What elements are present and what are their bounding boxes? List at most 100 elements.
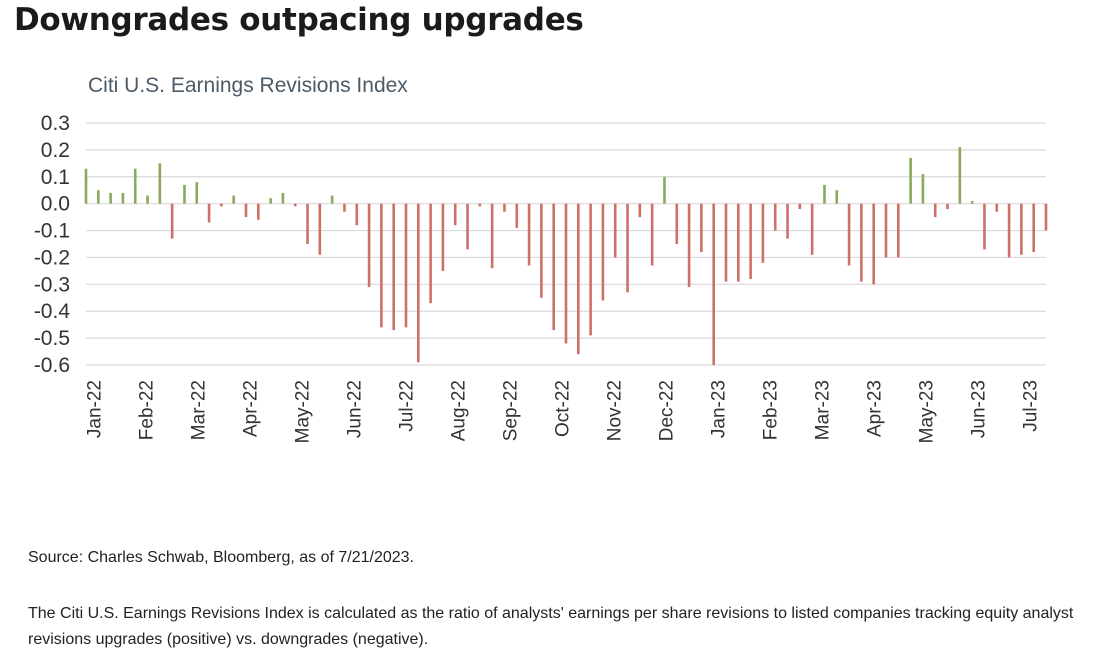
y-tick-label: -0.6 [34,354,70,377]
bar [257,203,260,220]
bar [1032,203,1035,253]
bar [761,203,765,263]
bar [909,157,912,204]
bar [330,195,334,204]
bar [109,192,112,204]
x-tick-label: Apr-23 [865,380,886,437]
bar [158,163,162,204]
bar [367,203,371,288]
x-tick-label: Sep-22 [501,380,522,441]
bar [466,203,469,250]
bar [749,203,752,279]
bar [773,203,777,231]
bar [306,203,309,244]
bar [232,195,235,204]
bar [577,203,580,355]
bar [417,203,420,363]
bar [564,203,568,344]
bar [650,203,654,266]
bars [84,147,1048,365]
bar [933,203,937,218]
x-tick-label: Nov-22 [605,380,626,441]
source-note: Source: Charles Schwab, Bloomberg, as of… [28,549,414,566]
bar [1044,203,1048,231]
bar [712,203,715,365]
bar [380,203,383,328]
bar [798,203,802,210]
bar [613,203,617,258]
bar [638,203,642,218]
bar [441,203,445,271]
bar [675,203,679,244]
bar [355,203,359,226]
x-tick-label: Dec-22 [657,380,678,441]
x-tick-label: Mar-22 [189,380,210,440]
bar [281,192,285,204]
bar [220,203,223,207]
bar [318,203,322,255]
bar [700,203,703,253]
y-tick-label: -0.1 [34,220,70,243]
bar [207,203,211,223]
bar [995,203,999,212]
bar [847,203,851,266]
bar [626,203,629,293]
y-tick-label: -0.5 [34,327,70,350]
bar [269,198,272,204]
x-tick-label: Jul-23 [1021,380,1042,432]
bar [983,203,986,250]
bar [872,203,875,285]
bar [687,203,691,288]
y-tick-label: 0.2 [41,139,70,162]
bar [515,203,519,228]
x-tick-label: Jun-23 [969,380,990,438]
bar [503,203,506,212]
y-tick-label: -0.2 [34,246,70,269]
bar [823,184,826,204]
bar [860,203,863,282]
y-tick-label: -0.3 [34,273,70,296]
methodology-note: The Citi U.S. Earnings Revisions Index i… [28,605,1074,648]
bar [724,203,728,282]
bar [133,168,137,204]
bar [146,195,149,204]
x-axis-ticks: Jan-22 Feb-22 Mar-22 Apr-22 May-22 Jun-22 Jul-… [85,380,1042,443]
bar [663,176,666,204]
bar [884,203,888,258]
x-tick-label: Oct-22 [553,380,574,437]
bar [527,203,531,266]
y-tick-label: 0.1 [41,166,70,189]
x-tick-label: May-22 [293,380,314,443]
bar [810,203,814,255]
bar [183,184,186,204]
bar [293,203,297,207]
bar [343,203,346,212]
bar [244,203,248,218]
y-tick-label: 0.3 [41,112,70,135]
bar [1020,203,1023,255]
x-tick-label: Feb-23 [761,380,782,440]
chart-title: Citi U.S. Earnings Revisions Index [88,74,408,97]
bar [970,200,974,204]
bar [404,203,408,328]
bar [958,147,962,204]
bar [786,203,789,239]
bar [589,203,592,336]
bar [835,190,839,204]
revisions-index-chart: 0.3 0.2 0.1 0.0 -0.1 -0.2 -0.3 -0.4 -0.5 -0.6 Jan… [34,112,1048,443]
bar [540,203,543,298]
bar [195,182,199,204]
bar [1007,203,1011,258]
x-tick-label: Jan-22 [85,380,106,438]
x-tick-label: Jul-22 [397,380,418,432]
bar [737,203,740,282]
bar [170,203,174,239]
bar [552,203,555,331]
y-tick-label: -0.4 [34,300,71,323]
x-tick-label: Apr-22 [241,380,262,437]
bar [84,168,88,204]
y-axis-ticks: 0.3 0.2 0.1 0.0 -0.1 -0.2 -0.3 -0.4 -0.5 -0.6 [34,112,71,377]
x-tick-label: Jun-22 [345,380,366,438]
bar [97,190,100,204]
bar [490,203,494,269]
